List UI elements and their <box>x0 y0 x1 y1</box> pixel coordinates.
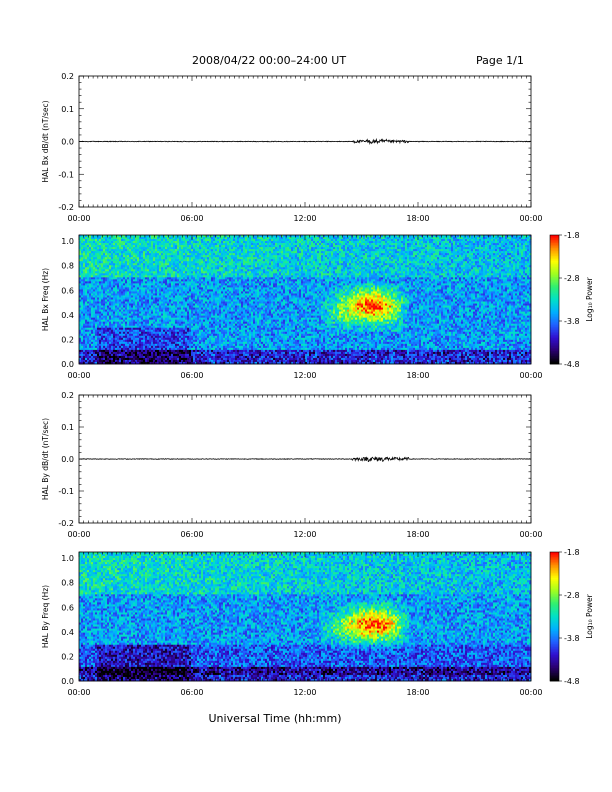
x-tick-label-1-2: 12:00 <box>293 371 316 380</box>
colorbar-tick-3-1: -2.8 <box>564 591 580 600</box>
colorbar-tick-3-0: -1.8 <box>564 548 580 557</box>
x-tick-label-3-4: 00:00 <box>519 688 542 697</box>
series-line-2 <box>79 457 531 462</box>
colorbar-label-3: Log₁₀ Power <box>585 593 594 638</box>
y-tick-label-0-3: -0.1 <box>58 170 74 179</box>
x-tick-label-1-3: 18:00 <box>406 371 429 380</box>
y-tick-label-1-2: 0.6 <box>61 286 74 295</box>
y-tick-label-1-1: 0.8 <box>61 262 74 271</box>
x-axis-title: Universal Time (hh:mm) <box>209 712 342 725</box>
y-tick-label-0-1: 0.1 <box>61 105 74 114</box>
x-tick-label-2-1: 06:00 <box>180 530 203 539</box>
series-line-0 <box>79 139 531 143</box>
x-tick-label-0-2: 12:00 <box>293 214 316 223</box>
y-tick-label-3-3: 0.4 <box>61 628 74 637</box>
x-tick-label-0-4: 00:00 <box>519 214 542 223</box>
x-tick-label-1-1: 06:00 <box>180 371 203 380</box>
colorbar-tick-1-3: -4.8 <box>564 360 580 369</box>
y-axis-label-2: HAL By dB/dt (nT/sec) <box>41 418 50 500</box>
y-tick-label-2-1: 0.1 <box>61 423 74 432</box>
colorbar-tick-3-2: -3.8 <box>564 634 580 643</box>
x-tick-label-1-0: 00:00 <box>67 371 90 380</box>
colorbar-tick-1-0: -1.8 <box>564 231 580 240</box>
y-tick-label-2-2: 0.0 <box>61 455 74 464</box>
x-tick-label-3-1: 06:00 <box>180 688 203 697</box>
y-tick-label-3-5: 0.0 <box>61 677 74 686</box>
x-tick-label-0-1: 06:00 <box>180 214 203 223</box>
x-tick-label-1-4: 00:00 <box>519 371 542 380</box>
spectrogram-1 <box>79 235 531 364</box>
y-tick-label-1-5: 0.0 <box>61 360 74 369</box>
x-tick-label-3-2: 12:00 <box>293 688 316 697</box>
y-tick-label-1-4: 0.2 <box>61 335 74 344</box>
x-tick-label-2-0: 00:00 <box>67 530 90 539</box>
y-tick-label-3-2: 0.6 <box>61 603 74 612</box>
y-tick-label-2-0: 0.2 <box>61 391 74 400</box>
x-tick-label-2-3: 18:00 <box>406 530 429 539</box>
y-tick-label-0-4: -0.2 <box>58 203 74 212</box>
colorbar-tick-3-3: -4.8 <box>564 677 580 686</box>
x-tick-label-3-3: 18:00 <box>406 688 429 697</box>
y-tick-label-0-2: 0.0 <box>61 138 74 147</box>
x-tick-label-0-3: 18:00 <box>406 214 429 223</box>
x-tick-label-0-0: 00:00 <box>67 214 90 223</box>
colorbar-3 <box>550 552 562 681</box>
y-tick-label-2-3: -0.1 <box>58 487 74 496</box>
y-tick-label-3-1: 0.8 <box>61 579 74 588</box>
colorbar-tick-1-1: -2.8 <box>564 274 580 283</box>
y-tick-label-1-0: 1.0 <box>61 237 74 246</box>
x-tick-label-2-2: 12:00 <box>293 530 316 539</box>
x-tick-label-2-4: 00:00 <box>519 530 542 539</box>
x-tick-label-3-0: 00:00 <box>67 688 90 697</box>
colorbar-tick-1-2: -3.8 <box>564 317 580 326</box>
y-axis-label-0: HAL Bx dB/dt (nT/sec) <box>41 100 50 182</box>
spectrogram-3 <box>79 552 531 681</box>
y-axis-label-3: HAL By Freq (Hz) <box>41 585 50 648</box>
y-tick-label-0-0: 0.2 <box>61 72 74 81</box>
y-tick-label-3-4: 0.2 <box>61 652 74 661</box>
y-tick-label-2-4: -0.2 <box>58 519 74 528</box>
y-axis-label-1: HAL Bx Freq (Hz) <box>41 268 50 331</box>
y-tick-label-1-3: 0.4 <box>61 311 74 320</box>
colorbar-1 <box>550 235 562 364</box>
y-tick-label-3-0: 1.0 <box>61 554 74 563</box>
colorbar-label-1: Log₁₀ Power <box>585 276 594 321</box>
